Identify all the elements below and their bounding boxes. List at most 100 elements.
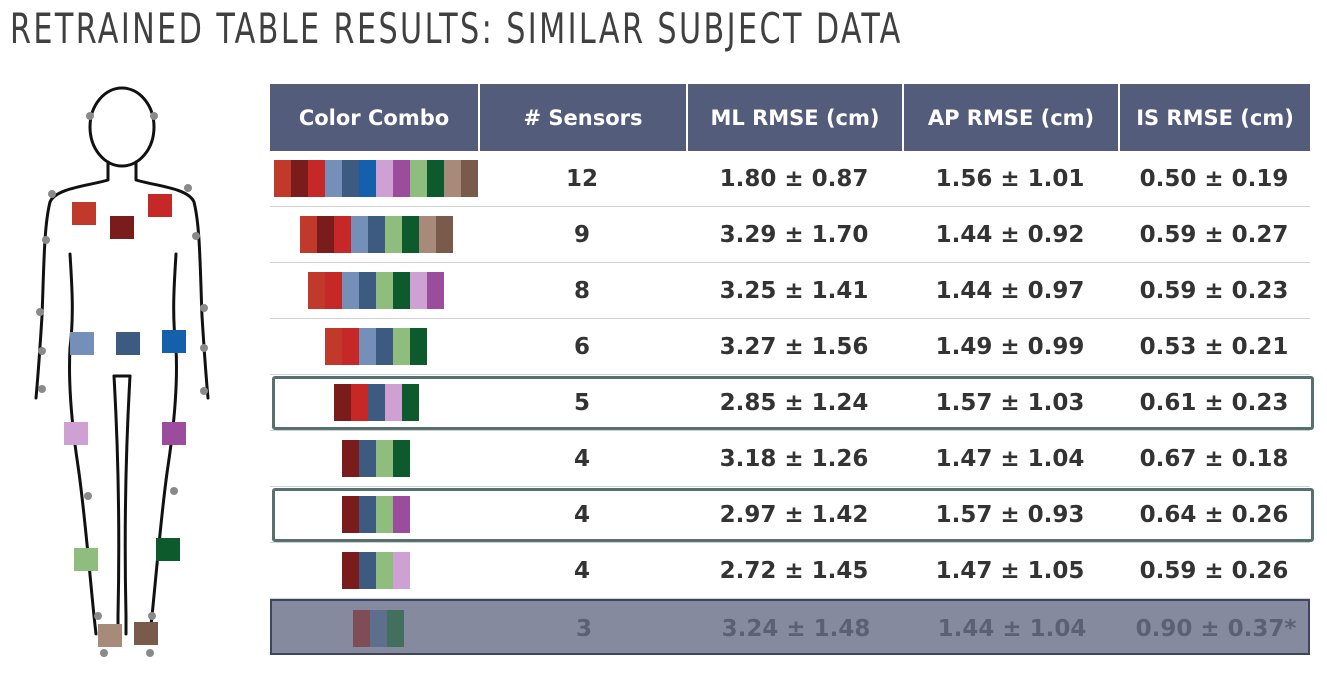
color-swatch (410, 328, 427, 365)
color-swatch (274, 160, 291, 197)
color-swatch (299, 216, 317, 253)
header-color-combo: Color Combo (270, 84, 478, 151)
sensor-chest-right (72, 202, 96, 225)
color-swatch (342, 496, 359, 533)
color-swatch (350, 216, 368, 253)
color-swatch (342, 328, 359, 365)
color-swatch (333, 384, 351, 421)
cell-ap-rmse: 1.49 ± 0.99 (935, 334, 1085, 360)
cell-is-rmse: 0.53 ± 0.21 (1139, 334, 1289, 360)
cell-sensors: 9 (573, 222, 590, 248)
color-swatch (376, 440, 393, 477)
cell-is-rmse: 0.64 ± 0.26 (1139, 502, 1289, 528)
color-swatch (359, 552, 376, 589)
color-swatch (384, 384, 402, 421)
header-ap-rmse: AP RMSE (cm) (902, 84, 1118, 151)
color-swatch (325, 328, 342, 365)
color-swatch (393, 328, 410, 365)
table-row: 3 3.24 ± 1.48 1.44 ± 1.04 0.90 ± 0.37* (270, 599, 1310, 655)
color-swatch (367, 216, 385, 253)
header-ml-rmse: ML RMSE (cm) (686, 84, 902, 151)
cell-sensors: 5 (573, 390, 590, 416)
color-swatch (316, 216, 334, 253)
cell-ap-rmse: 1.47 ± 1.04 (935, 446, 1085, 472)
cell-ap-rmse: 1.47 ± 1.05 (935, 558, 1085, 584)
cell-is-rmse: 0.50 ± 0.19 (1139, 166, 1289, 192)
color-swatch (359, 496, 376, 533)
page-title: RETRAINED TABLE RESULTS: SIMILAR SUBJECT… (10, 4, 903, 53)
color-combo-swatches (333, 384, 419, 421)
cell-ml-rmse: 1.80 ± 0.87 (719, 166, 869, 192)
color-swatch (333, 216, 351, 253)
color-swatch (376, 496, 393, 533)
table-row: 9 3.29 ± 1.70 1.44 ± 0.92 0.59 ± 0.27 (270, 207, 1310, 263)
cell-is-rmse: 0.59 ± 0.27 (1139, 222, 1289, 248)
color-swatch (384, 216, 402, 253)
cell-ml-rmse: 2.85 ± 1.24 (719, 390, 869, 416)
cell-is-rmse: 0.59 ± 0.26 (1139, 558, 1289, 584)
color-swatch (325, 160, 342, 197)
results-table: Color Combo # Sensors ML RMSE (cm) AP RM… (270, 84, 1314, 664)
cell-sensors: 6 (573, 334, 590, 360)
color-combo-swatches (342, 552, 410, 589)
color-swatch (461, 160, 478, 197)
color-swatch (376, 272, 393, 309)
sensor-thigh-left (162, 422, 186, 445)
marker-dots (36, 112, 208, 657)
table-row: 4 2.72 ± 1.45 1.47 ± 1.05 0.59 ± 0.26 (270, 543, 1310, 599)
cell-ml-rmse: 3.27 ± 1.56 (719, 334, 869, 360)
color-combo-swatches (299, 216, 453, 253)
cell-ml-rmse: 3.18 ± 1.26 (719, 446, 869, 472)
color-swatch (393, 272, 410, 309)
color-swatch (376, 328, 393, 365)
cell-ml-rmse: 3.25 ± 1.41 (719, 278, 869, 304)
table-row: 5 2.85 ± 1.24 1.57 ± 1.03 0.61 ± 0.23 (270, 375, 1310, 431)
color-combo-swatches (352, 610, 404, 647)
color-swatch (393, 440, 410, 477)
color-swatch (342, 440, 359, 477)
color-combo-swatches (325, 328, 427, 365)
cell-is-rmse: 0.67 ± 0.18 (1139, 446, 1289, 472)
color-swatch (369, 610, 387, 647)
color-combo-swatches (342, 440, 410, 477)
color-swatch (352, 610, 370, 647)
cell-is-rmse: 0.90 ± 0.37* (1135, 616, 1297, 642)
cell-ap-rmse: 1.57 ± 0.93 (935, 502, 1085, 528)
sensor-foot-left (134, 622, 158, 645)
sensor-thigh-right (64, 422, 88, 445)
color-swatch (342, 552, 359, 589)
cell-sensors: 8 (573, 278, 590, 304)
cell-is-rmse: 0.59 ± 0.23 (1139, 278, 1289, 304)
color-swatch (435, 216, 453, 253)
cell-sensors: 3 (575, 616, 592, 642)
cell-sensors: 4 (573, 558, 590, 584)
cell-sensors: 4 (573, 446, 590, 472)
color-swatch (410, 160, 427, 197)
color-swatch (427, 272, 444, 309)
sensor-hip-left (162, 330, 186, 353)
color-swatch (342, 272, 359, 309)
color-swatch (427, 160, 444, 197)
color-swatch (401, 216, 419, 253)
header-sensors: # Sensors (478, 84, 686, 151)
cell-is-rmse: 0.61 ± 0.23 (1139, 390, 1289, 416)
table-row: 4 2.97 ± 1.42 1.57 ± 0.93 0.64 ± 0.26 (270, 487, 1310, 543)
cell-ap-rmse: 1.44 ± 0.97 (935, 278, 1085, 304)
color-swatch (325, 272, 342, 309)
color-combo-swatches (342, 496, 410, 533)
color-swatch (308, 160, 325, 197)
sensor-hip-right (70, 332, 94, 355)
color-swatch (342, 160, 359, 197)
color-swatch (393, 496, 410, 533)
cell-ap-rmse: 1.44 ± 1.04 (937, 616, 1087, 642)
color-combo-swatches (308, 272, 444, 309)
color-swatch (350, 384, 368, 421)
color-swatch (418, 216, 436, 253)
cell-ap-rmse: 1.57 ± 1.03 (935, 390, 1085, 416)
color-swatch (367, 384, 385, 421)
cell-ml-rmse: 2.97 ± 1.42 (719, 502, 869, 528)
color-swatch (359, 160, 376, 197)
cell-ap-rmse: 1.56 ± 1.01 (935, 166, 1085, 192)
color-swatch (359, 272, 376, 309)
color-swatch (359, 328, 376, 365)
